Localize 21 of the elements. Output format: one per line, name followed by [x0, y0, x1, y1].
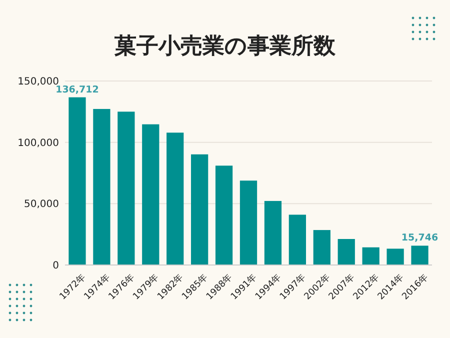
bar	[362, 247, 380, 265]
bar	[386, 248, 404, 265]
bar	[118, 112, 135, 265]
bar	[264, 200, 282, 265]
bar	[142, 124, 160, 265]
bar	[313, 230, 330, 265]
bar	[338, 238, 355, 265]
bar	[240, 180, 258, 265]
y-tick-label: 50,000	[24, 199, 59, 210]
bar	[93, 108, 110, 265]
bar	[215, 166, 233, 265]
bar	[166, 132, 184, 265]
y-tick-label: 100,000	[18, 138, 59, 149]
y-tick-label: 0	[52, 260, 59, 272]
bar	[68, 97, 86, 265]
data-label: 136,712	[56, 84, 99, 96]
chart-title: 菓子小売業の事業所数	[114, 34, 336, 59]
bar	[191, 154, 208, 265]
data-label: 15,746	[401, 232, 438, 244]
bar	[411, 246, 428, 265]
bar	[288, 214, 306, 265]
